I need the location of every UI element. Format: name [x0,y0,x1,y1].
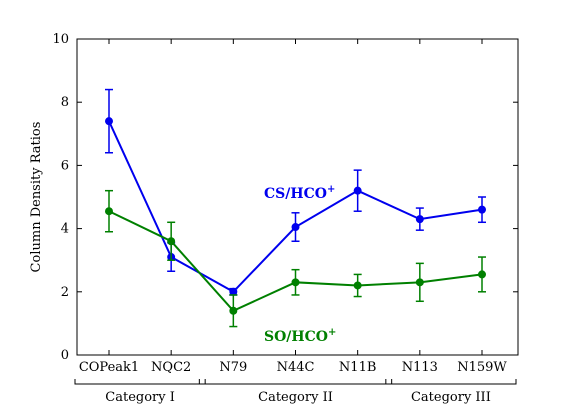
y-axis-label: Column Density Ratios [29,122,44,273]
x-tick-label: N79 [219,360,247,375]
y-tick-label: 8 [61,95,69,110]
data-point [167,237,176,246]
y-tick-label: 10 [52,32,69,47]
data-point [105,207,113,216]
series-label: SO/HCO+ [264,327,336,345]
x-tick-label: N44C [277,360,315,375]
series-label: CS/HCO+ [264,184,335,202]
data-point [478,205,486,214]
x-tick-label: NQC2 [151,360,191,375]
plot-frame [76,38,519,356]
x-tick-label: COPeak1 [79,360,139,375]
x-tick-label: N11B [339,360,376,375]
y-tick-label: 2 [61,285,69,300]
data-point [291,223,300,232]
category-label: Category I [105,390,175,405]
category-bracket [385,379,517,385]
plot-axes: 0 2 4 6 8 10 COPeak1 NQC2 N79 N44C N11B N113 N159W Ca… [52,32,519,405]
data-point [415,278,424,287]
data-point [353,281,362,290]
series-line [108,120,483,294]
category-bracket [198,379,393,385]
data-point [105,117,113,126]
y-tick-label: 0 [61,348,69,363]
data-point [478,270,486,279]
x-tick-label: N113 [402,360,438,375]
data-point [291,278,300,287]
plot-labels: Column Density Ratios CS/HCO+ SO/HCO+ [29,122,336,345]
y-tick-label: 6 [61,158,69,173]
category-label: Category III [411,390,491,405]
plot-marks [105,88,486,328]
data-point [353,186,362,195]
x-tick-label: N159W [457,360,507,375]
data-point [415,215,424,224]
category-label: Category II [258,390,333,405]
data-point [229,306,238,315]
category-bracket [74,379,206,385]
y-tick-label: 4 [61,222,69,237]
